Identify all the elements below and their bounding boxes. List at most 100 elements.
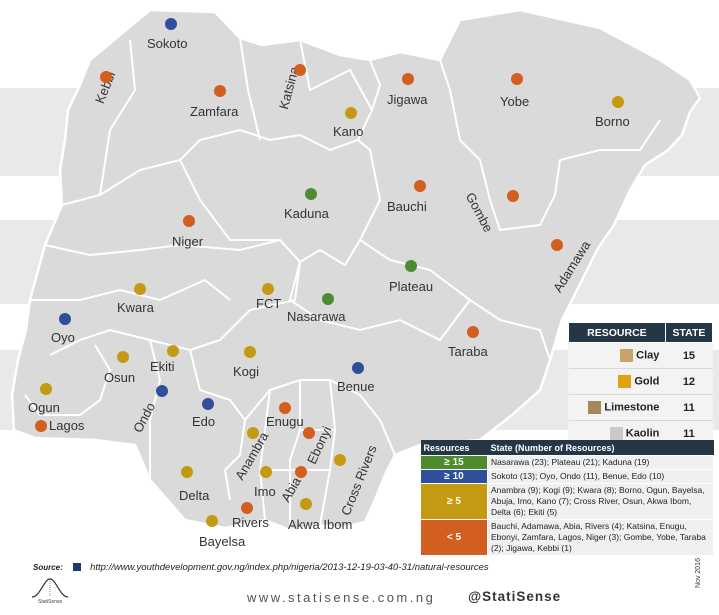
resource-header: RESOURCE bbox=[568, 322, 666, 343]
state-dot-yobe[interactable] bbox=[511, 73, 523, 85]
source-line: Source: http://www.youthdevelopment.gov.… bbox=[33, 562, 489, 573]
state-dot-oyo[interactable] bbox=[59, 313, 71, 325]
state-label-lagos: Lagos bbox=[49, 418, 85, 433]
legend-category: ≥ 5 bbox=[420, 483, 488, 520]
clay-icon bbox=[620, 349, 634, 362]
statisense-logo-icon bbox=[31, 578, 69, 598]
state-dot-delta[interactable] bbox=[181, 466, 193, 478]
state-label-zamfara: Zamfara bbox=[190, 104, 239, 119]
legend-text: Bauchi, Adamawa, Abia, Rivers (4); Katsi… bbox=[487, 519, 714, 556]
state-dot-taraba[interactable] bbox=[467, 326, 479, 338]
resource-name: Kaolin bbox=[625, 427, 660, 440]
legend-row: < 5 Bauchi, Adamawa, Abia, Rivers (4); K… bbox=[420, 519, 714, 556]
state-dot-zamfara[interactable] bbox=[214, 85, 226, 97]
nigeria-outline bbox=[10, 8, 702, 532]
resource-name: Gold bbox=[634, 375, 660, 388]
legend-header-resources: Resources bbox=[420, 440, 488, 456]
state-dot-ondo[interactable] bbox=[156, 385, 168, 397]
state-dot-adamawa[interactable] bbox=[551, 239, 563, 251]
legend-text: Anambra (9); Kogi (9); Kwara (8); Borno,… bbox=[487, 483, 714, 520]
resource-row-gold: Gold 12 bbox=[568, 368, 713, 395]
state-label-delta: Delta bbox=[179, 488, 210, 503]
state-label-fct: FCT bbox=[256, 296, 282, 311]
state-dot-enugu[interactable] bbox=[279, 402, 291, 414]
source-bullet-icon bbox=[73, 563, 82, 572]
state-label-edo: Edo bbox=[192, 414, 216, 429]
state-dot-kano[interactable] bbox=[345, 107, 357, 119]
state-label-bayelsa: Bayelsa bbox=[199, 534, 246, 549]
limestone-icon bbox=[588, 401, 602, 414]
legend-category: ≥ 15 bbox=[420, 455, 488, 470]
state-dot-jigawa[interactable] bbox=[402, 73, 414, 85]
state-dot-kebbi[interactable] bbox=[100, 71, 112, 83]
state-dot-ekiti[interactable] bbox=[167, 345, 179, 357]
state-dot-lagos[interactable] bbox=[35, 420, 47, 432]
state-label-rivers: Rivers bbox=[232, 515, 269, 530]
resource-name: Limestone bbox=[604, 401, 660, 414]
state-dot-katsina[interactable] bbox=[294, 64, 306, 76]
state-label-kwara: Kwara bbox=[117, 300, 154, 315]
state-dot-gombe[interactable] bbox=[507, 190, 519, 202]
resources-legend: Resources State (Number of Resources) ≥ … bbox=[420, 440, 714, 556]
social-handle[interactable]: @StatiSense bbox=[468, 589, 562, 604]
state-label-kogi: Kogi bbox=[233, 364, 260, 379]
gold-icon bbox=[618, 375, 632, 388]
state-label-ogun: Ogun bbox=[28, 400, 60, 415]
state-dot-imo[interactable] bbox=[260, 466, 272, 478]
state-dot-bauchi[interactable] bbox=[414, 180, 426, 192]
resource-row-limestone: Limestone 11 bbox=[568, 394, 713, 421]
legend-category: ≥ 10 bbox=[420, 469, 488, 484]
state-label-niger: Niger bbox=[172, 234, 204, 249]
state-label-oyo: Oyo bbox=[51, 330, 75, 345]
source-link[interactable]: http://www.youthdevelopment.gov.ng/index… bbox=[90, 562, 489, 573]
state-label-akwa-ibom: Akwa Ibom bbox=[288, 517, 353, 532]
state-dot-nasarawa[interactable] bbox=[322, 293, 334, 305]
state-label-ekiti: Ekiti bbox=[150, 359, 175, 374]
state-dot-borno[interactable] bbox=[612, 96, 624, 108]
state-dot-benue[interactable] bbox=[352, 362, 364, 374]
legend-category: < 5 bbox=[420, 519, 488, 556]
state-dot-abia[interactable] bbox=[295, 466, 307, 478]
resource-row-clay: Clay 15 bbox=[568, 342, 713, 369]
state-dot-kaduna[interactable] bbox=[305, 188, 317, 200]
state-dot-ebonyi[interactable] bbox=[303, 427, 315, 439]
resource-count: 12 bbox=[665, 368, 713, 395]
state-dot-niger[interactable] bbox=[183, 215, 195, 227]
state-label-jigawa: Jigawa bbox=[387, 92, 428, 107]
resource-count: 11 bbox=[665, 394, 713, 421]
state-dot-akwa-ibom[interactable] bbox=[300, 498, 312, 510]
state-label-kano: Kano bbox=[333, 124, 364, 139]
state-dot-kwara[interactable] bbox=[134, 283, 146, 295]
state-dot-kogi[interactable] bbox=[244, 346, 256, 358]
state-dot-bayelsa[interactable] bbox=[206, 515, 218, 527]
state-dot-osun[interactable] bbox=[117, 351, 129, 363]
publication-date: Nov 2016 bbox=[695, 558, 702, 588]
website-link[interactable]: www.statisense.com.ng bbox=[247, 590, 436, 605]
state-label-sokoto: Sokoto bbox=[147, 36, 188, 51]
resource-table: RESOURCE STATE Clay 15 Gold 12 Limestone… bbox=[568, 322, 714, 446]
resource-name: Clay bbox=[636, 349, 660, 362]
kaolin-icon bbox=[609, 427, 623, 440]
state-label-yobe: Yobe bbox=[500, 94, 530, 109]
state-dot-cross-rivers[interactable] bbox=[334, 454, 346, 466]
state-label-enugu: Enugu bbox=[266, 414, 304, 429]
state-label-taraba: Taraba bbox=[448, 344, 488, 359]
state-dot-fct[interactable] bbox=[262, 283, 274, 295]
state-dot-rivers[interactable] bbox=[241, 502, 253, 514]
state-label-borno: Borno bbox=[595, 114, 630, 129]
state-dot-plateau[interactable] bbox=[405, 260, 417, 272]
state-dot-edo[interactable] bbox=[202, 398, 214, 410]
state-label-imo: Imo bbox=[254, 484, 276, 499]
legend-row: ≥ 5 Anambra (9); Kogi (9); Kwara (8); Bo… bbox=[420, 483, 714, 520]
state-dot-sokoto[interactable] bbox=[165, 18, 177, 30]
legend-text: Sokoto (13); Oyo, Ondo (11), Benue, Edo … bbox=[487, 469, 714, 484]
state-label-benue: Benue bbox=[337, 379, 375, 394]
legend-header-states: State (Number of Resources) bbox=[487, 440, 714, 456]
state-dot-anambra[interactable] bbox=[247, 427, 259, 439]
state-label-kaduna: Kaduna bbox=[284, 206, 329, 221]
state-label-bauchi: Bauchi bbox=[387, 199, 427, 214]
legend-text: Nasarawa (23); Plateau (21); Kaduna (19) bbox=[487, 455, 714, 470]
state-dot-ogun[interactable] bbox=[40, 383, 52, 395]
legend-row: ≥ 15 Nasarawa (23); Plateau (21); Kaduna… bbox=[420, 455, 714, 470]
resource-count: 15 bbox=[665, 342, 713, 369]
